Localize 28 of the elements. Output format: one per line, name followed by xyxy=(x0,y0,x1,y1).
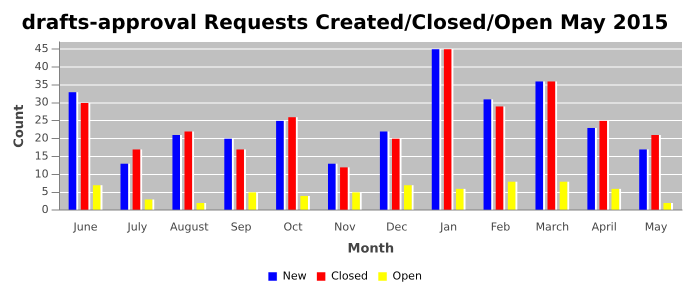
x-tick-label: July xyxy=(126,220,148,234)
x-tick-label: Nov xyxy=(334,220,356,234)
x-tick-label: March xyxy=(536,220,570,234)
x-axis-title: Month xyxy=(348,242,394,257)
x-tick-label: August xyxy=(170,220,210,234)
x-tick-label: June xyxy=(72,220,98,234)
x-tick-label: Oct xyxy=(283,220,304,234)
x-tick-label: Feb xyxy=(490,220,510,234)
legend-label: New xyxy=(282,269,307,282)
x-tick-label: April xyxy=(592,220,617,234)
y-tick-label: 25 xyxy=(34,114,49,127)
legend-label: Open xyxy=(392,269,422,282)
y-tick-label: 5 xyxy=(42,185,49,198)
x-tick-label: Dec xyxy=(386,220,408,234)
y-axis-title: Count xyxy=(12,104,28,148)
x-tick-label: May xyxy=(644,220,668,234)
y-tick-label: 20 xyxy=(34,131,49,144)
x-tick-label: Jan xyxy=(439,220,458,234)
y-tick-label: 0 xyxy=(42,203,49,216)
y-tick-label: 30 xyxy=(34,96,49,109)
y-tick-label: 40 xyxy=(34,60,49,73)
y-tick-label: 45 xyxy=(34,42,49,56)
y-tick-label: 15 xyxy=(34,149,49,162)
chart-title: drafts-approval Requests Created/Closed/Open May 2015 xyxy=(22,10,668,34)
x-tick-label: Sep xyxy=(230,220,252,234)
y-tick-label: 10 xyxy=(34,167,49,180)
y-tick-label: 35 xyxy=(34,78,49,91)
legend-label: Closed xyxy=(331,269,368,282)
